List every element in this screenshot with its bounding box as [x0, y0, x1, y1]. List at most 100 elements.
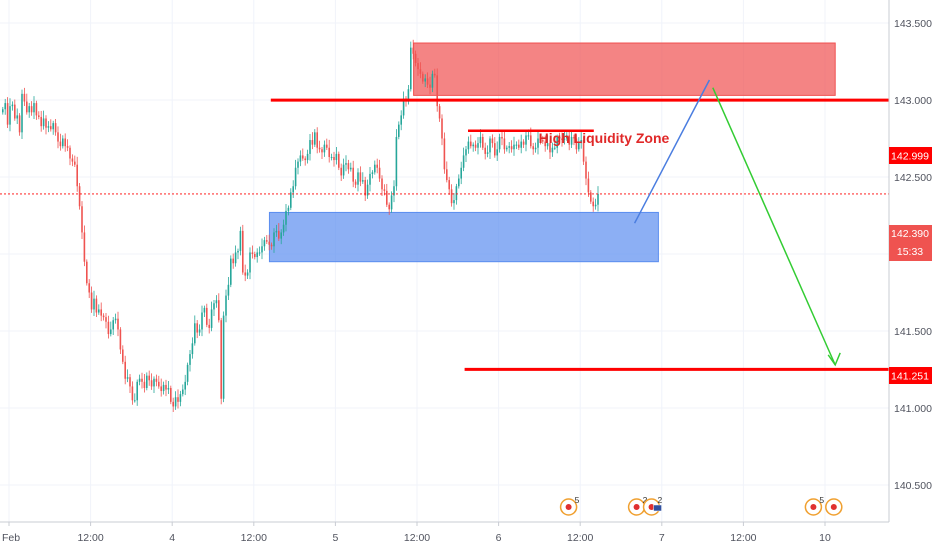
candle-body: [520, 141, 522, 148]
time-tick-label: 12:00: [241, 532, 267, 544]
price-tick-label: 141.000: [894, 403, 932, 415]
candle-body: [206, 307, 208, 325]
time-tick-label: 7: [659, 532, 665, 544]
candle-body: [28, 106, 30, 113]
event-marker[interactable]: 2: [642, 495, 663, 516]
candle-body: [474, 144, 477, 148]
candle-body: [215, 300, 218, 304]
candle-body: [208, 324, 210, 328]
candle-body: [570, 136, 573, 145]
candle-body: [18, 115, 21, 133]
candle-body: [357, 172, 359, 185]
candle-body: [191, 343, 194, 355]
price-tick-label: 140.500: [894, 480, 932, 492]
candle-body: [117, 318, 119, 330]
candle-body: [585, 161, 587, 179]
candle-body: [213, 303, 215, 310]
candle-body: [141, 378, 143, 382]
price-tick-label: 143.000: [894, 95, 932, 107]
candle-body: [95, 298, 98, 313]
candle-body: [110, 329, 112, 335]
candle-body: [366, 184, 369, 196]
candle-body: [568, 135, 570, 145]
candle-body: [266, 240, 268, 242]
candle-body: [587, 178, 590, 193]
candle-body: [38, 115, 40, 117]
price-tick-label: 141.500: [894, 326, 932, 338]
candle-body: [304, 158, 306, 161]
resistance-price-text: 142.999: [891, 151, 929, 163]
candle-body: [114, 318, 117, 321]
candle-body: [297, 161, 299, 168]
candle-body: [290, 192, 292, 208]
candle-body: [201, 312, 203, 330]
candle-body: [395, 136, 398, 187]
time-tick-label: 10: [819, 532, 831, 544]
candle-body: [551, 147, 554, 153]
candle-body: [225, 295, 227, 316]
candle-body: [294, 167, 297, 187]
candle-body: [314, 132, 316, 145]
event-marker[interactable]: 5: [804, 495, 824, 516]
arrow-head: [827, 352, 841, 367]
candle-body: [227, 284, 230, 296]
candle-body: [436, 75, 438, 107]
current-price-label: 142.390 15:33: [889, 225, 932, 261]
candle-body: [592, 201, 594, 207]
candle-body: [323, 144, 326, 153]
candle-body: [374, 164, 376, 173]
candle-body: [309, 140, 311, 154]
candle-body: [119, 329, 122, 350]
candle-body: [107, 321, 110, 335]
candle-body: [566, 135, 568, 139]
candle-body: [388, 204, 390, 210]
candle-body: [21, 93, 23, 133]
candle-body: [124, 361, 126, 379]
candle-body: [54, 123, 57, 133]
candle-body: [129, 377, 131, 387]
candle-body: [203, 307, 206, 313]
event-dot: [648, 504, 655, 510]
candle-body: [292, 186, 294, 193]
candle-body: [438, 106, 441, 119]
candle-body: [9, 106, 11, 125]
candle-body: [158, 381, 160, 387]
zone-label: High Liquidity Zone: [539, 130, 670, 146]
candle-body: [90, 292, 93, 310]
candle-body: [527, 135, 530, 137]
candle-body: [196, 323, 198, 333]
candle-body: [494, 143, 496, 156]
time-tick-label: Feb: [2, 532, 20, 544]
candle-body: [462, 155, 465, 168]
resistance-price-label: 142.999: [889, 147, 932, 164]
time-tick-label: 5: [332, 532, 338, 544]
candle-body: [138, 378, 141, 382]
candle-body: [263, 240, 266, 247]
candle-body: [112, 320, 114, 330]
candle-body: [513, 144, 515, 150]
candle-body: [467, 141, 470, 150]
candle-body: [222, 315, 225, 399]
candle-body: [318, 147, 321, 150]
candle-body: [78, 186, 81, 207]
candle-body: [246, 272, 249, 276]
candle-body: [398, 124, 400, 137]
candle-body: [131, 386, 134, 401]
event-marker[interactable]: 5: [559, 495, 580, 516]
candle-body: [177, 397, 179, 402]
candle-body: [270, 244, 273, 247]
candle-body: [544, 141, 546, 147]
candle-body: [254, 254, 256, 258]
candle-body: [338, 153, 340, 168]
candle-body: [179, 394, 182, 402]
event-marker[interactable]: [825, 498, 843, 516]
target-price-label: 141.251: [889, 367, 932, 384]
candle-body: [172, 401, 174, 407]
candle-body: [146, 375, 148, 388]
candle-body: [326, 144, 328, 148]
candle-body: [350, 167, 352, 170]
candles: [2, 39, 599, 413]
candle-body: [532, 146, 534, 150]
